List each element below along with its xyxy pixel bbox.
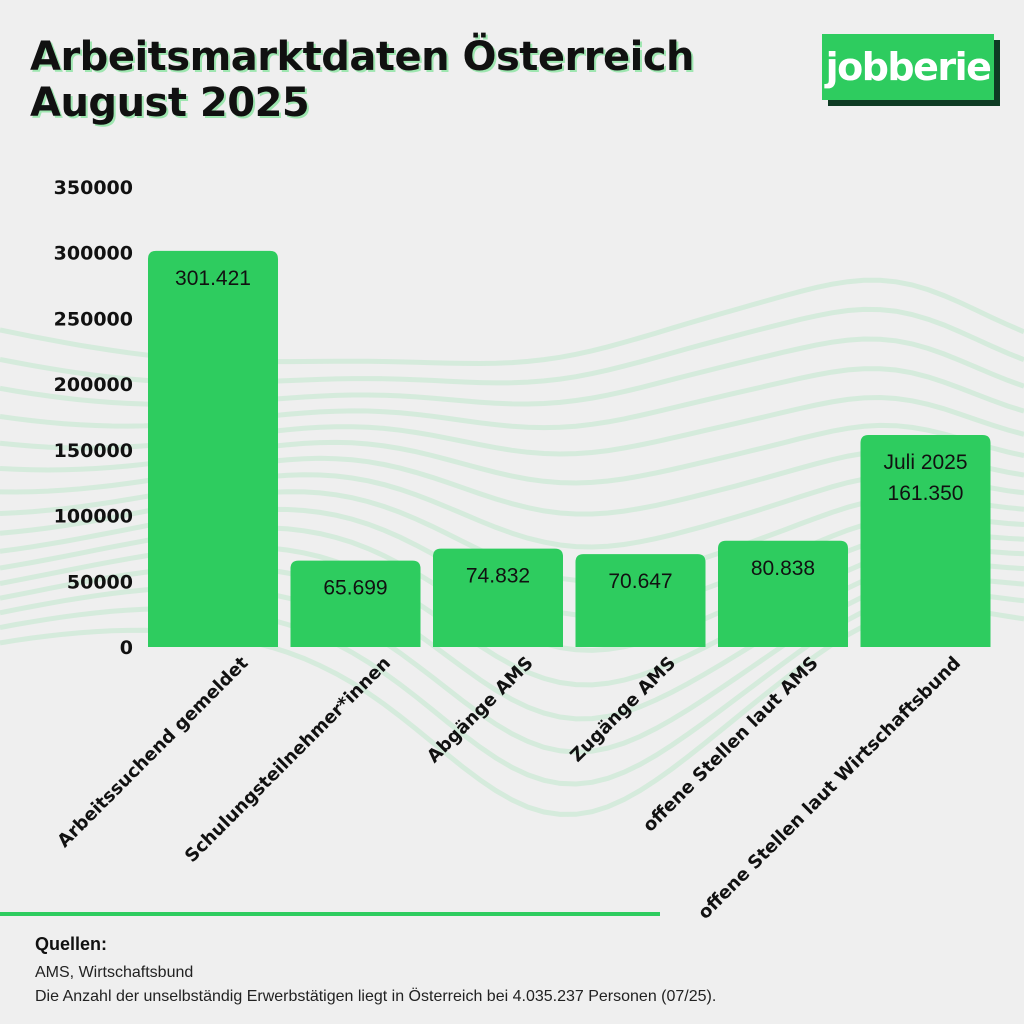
bar xyxy=(290,560,421,647)
title-line-1: Arbeitsmarktdaten Österreich xyxy=(30,34,695,80)
y-tick-label: 0 xyxy=(120,637,133,659)
data-label: 80.838 xyxy=(751,557,815,580)
y-tick-label: 50000 xyxy=(67,571,133,593)
title-line-2: August 2025 xyxy=(30,80,310,126)
divider-line xyxy=(0,912,660,916)
page-title: Arbeitsmarktdaten Österreich August 2025 xyxy=(30,34,695,126)
y-tick-label: 350000 xyxy=(54,177,133,199)
sources-line-1: AMS, Wirtschaftsbund xyxy=(35,964,194,981)
y-tick-label: 200000 xyxy=(54,374,133,396)
data-label: Juli 2025 xyxy=(883,451,967,474)
y-tick-label: 100000 xyxy=(54,506,133,528)
data-label: 161.350 xyxy=(888,482,964,505)
sources-heading: Quellen: xyxy=(35,934,108,954)
y-tick-label: 300000 xyxy=(54,243,133,265)
y-tick-label: 150000 xyxy=(54,440,133,462)
bar xyxy=(860,434,991,647)
data-label: 65.699 xyxy=(323,577,387,600)
brand-logo: jobberie xyxy=(822,34,994,100)
logo-text: jobberie xyxy=(825,45,992,89)
bar xyxy=(148,250,278,647)
bar xyxy=(575,554,706,647)
bar xyxy=(433,548,563,647)
sources-line-2: Die Anzahl der unselbständig Erwerbstäti… xyxy=(35,988,717,1005)
bar xyxy=(718,540,848,647)
y-tick-label: 250000 xyxy=(54,308,133,330)
data-label: 70.647 xyxy=(608,570,672,593)
x-tick-label: offene Stellen laut Wirtschaftsbund xyxy=(694,653,965,924)
data-label: 301.421 xyxy=(175,267,251,290)
data-label: 74.832 xyxy=(466,565,530,588)
